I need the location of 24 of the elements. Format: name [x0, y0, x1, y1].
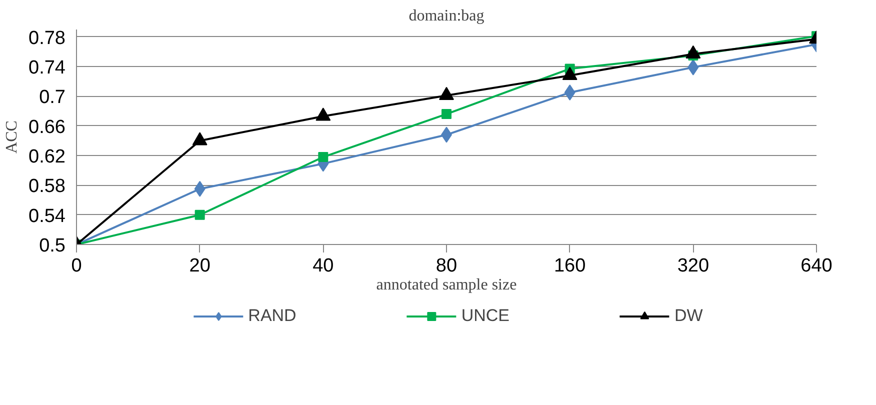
x-tick-label: 40 — [312, 256, 334, 276]
point — [194, 210, 205, 220]
x-tick-label: 320 — [677, 256, 710, 276]
legend-label: DW — [674, 306, 703, 326]
y-tick-label: 0.66 — [28, 116, 66, 138]
x-tick-label: 80 — [436, 256, 458, 276]
point — [442, 109, 452, 120]
x-axis-title: annotated sample size — [376, 276, 517, 294]
y-tick-label: 0.58 — [28, 176, 66, 198]
y-tick-label: 0.62 — [28, 146, 66, 168]
y-tick-label: 0.78 — [28, 28, 66, 49]
y-tick-label: 0.5 — [39, 236, 66, 256]
legend-label: UNCE — [461, 306, 510, 326]
y-tick-label: 0.54 — [28, 206, 66, 227]
x-tick-label: 160 — [554, 256, 586, 276]
y-tick-label: 0.74 — [28, 58, 66, 79]
chart-title: domain:bag — [408, 8, 484, 24]
x-tick-label: 640 — [800, 256, 832, 276]
y-axis-title: ACC — [4, 120, 21, 154]
x-tick-label: 0 — [71, 256, 82, 276]
point — [318, 152, 328, 162]
legend-label: RAND — [248, 306, 296, 326]
y-tick-label: 0.7 — [39, 87, 66, 108]
x-tick-label: 20 — [189, 256, 210, 276]
